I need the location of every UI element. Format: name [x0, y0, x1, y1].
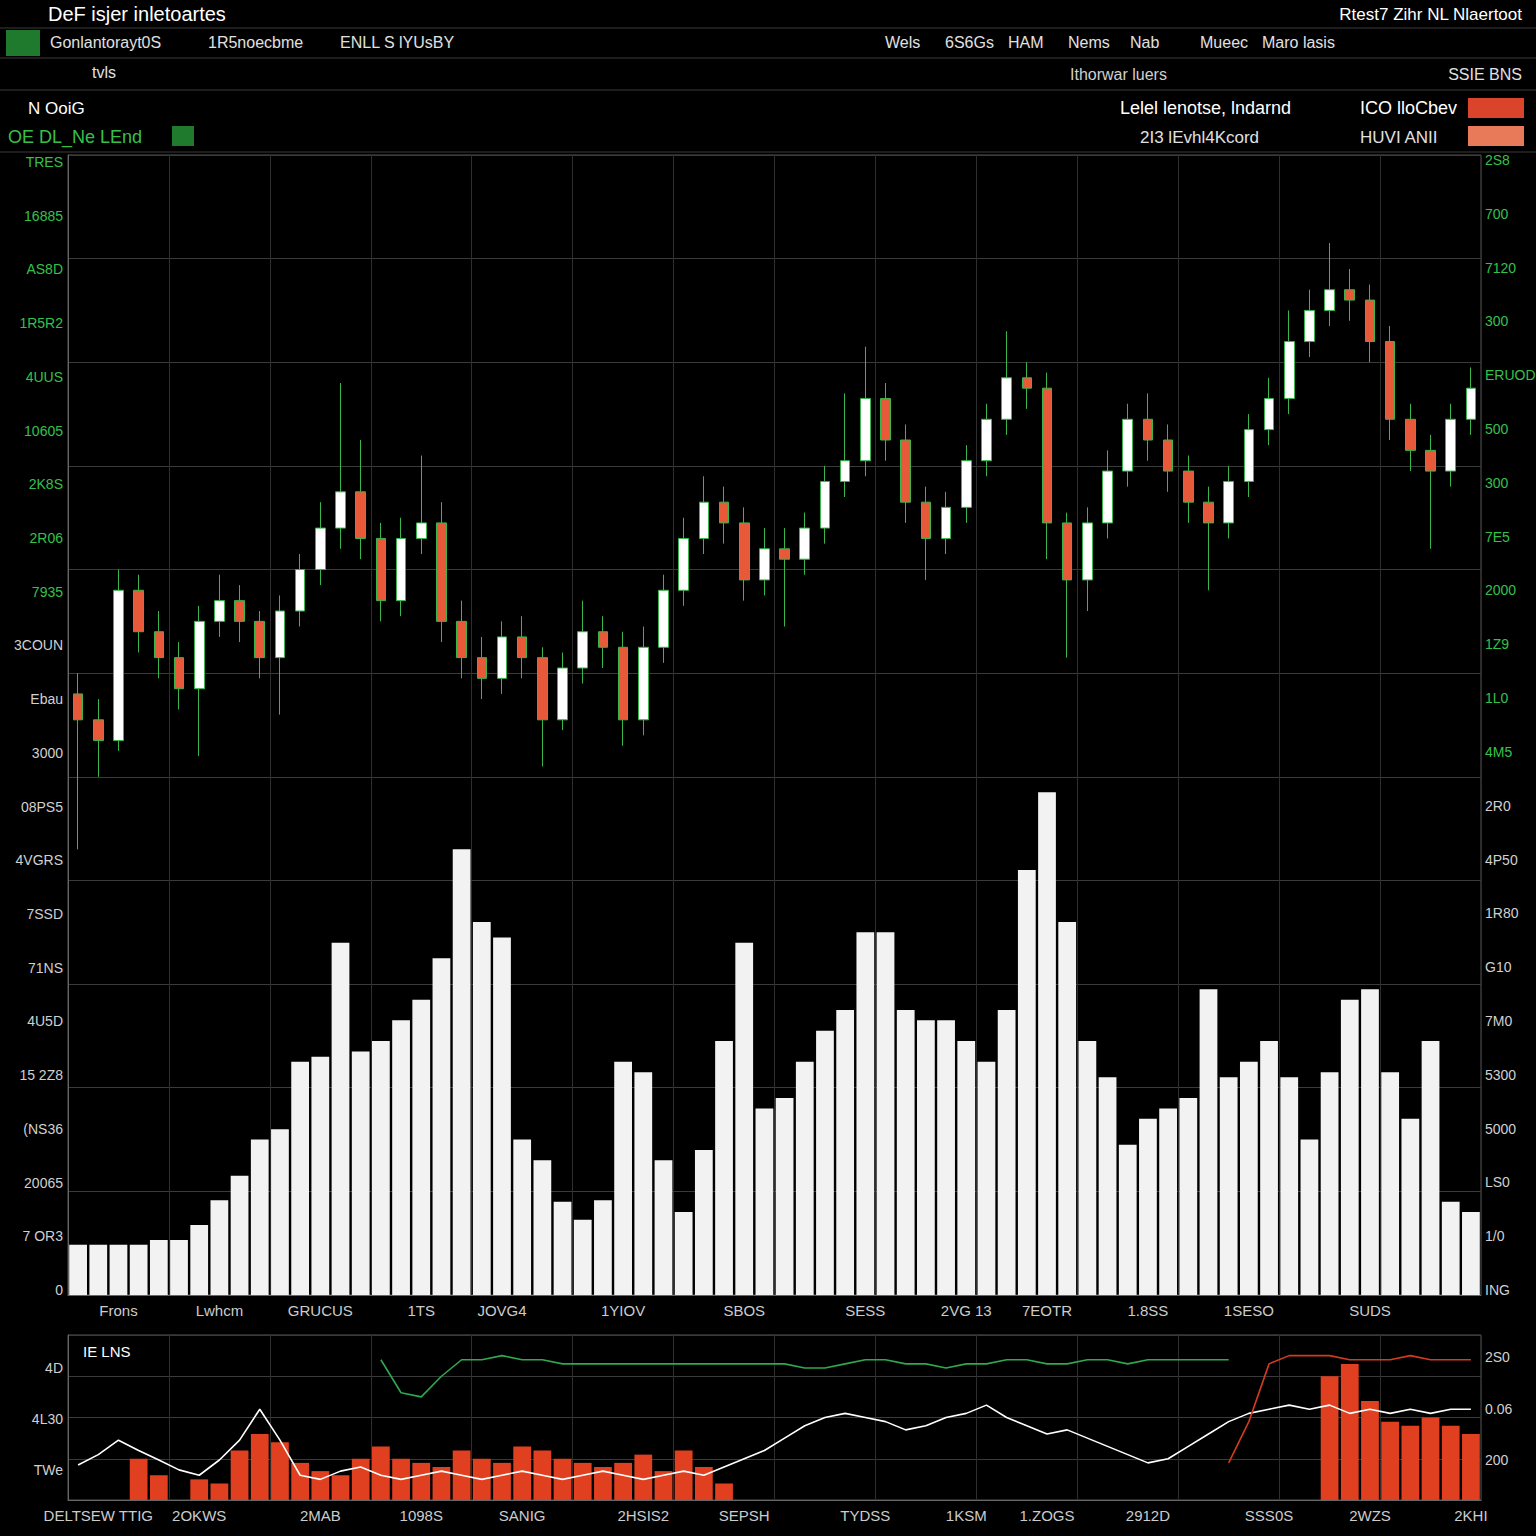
svg-text:2S8: 2S8	[1485, 152, 1510, 168]
svg-text:SBOS: SBOS	[723, 1302, 765, 1319]
svg-text:700: 700	[1485, 206, 1509, 222]
svg-text:LS0: LS0	[1485, 1174, 1510, 1190]
svg-text:08PS5: 08PS5	[21, 799, 63, 815]
svg-text:1Z9: 1Z9	[1485, 636, 1509, 652]
svg-text:5300: 5300	[1485, 1067, 1516, 1083]
svg-text:1YIOV: 1YIOV	[601, 1302, 645, 1319]
svg-text:2R06: 2R06	[30, 530, 64, 546]
svg-text:7M0: 7M0	[1485, 1013, 1512, 1029]
svg-text:1R5noecbme: 1R5noecbme	[208, 34, 303, 51]
svg-text:Ithorwar luers: Ithorwar luers	[1070, 66, 1167, 83]
svg-text:4UUS: 4UUS	[26, 369, 63, 385]
svg-text:2K8S: 2K8S	[29, 476, 63, 492]
svg-text:16885: 16885	[24, 208, 63, 224]
svg-text:GRUCUS: GRUCUS	[288, 1302, 353, 1319]
svg-text:7935: 7935	[32, 584, 63, 600]
svg-text:0.06: 0.06	[1485, 1401, 1512, 1417]
svg-text:Maro lasis: Maro lasis	[1262, 34, 1335, 51]
svg-text:JOVG4: JOVG4	[477, 1302, 526, 1319]
svg-text:7E5: 7E5	[1485, 529, 1510, 545]
svg-text:Wels: Wels	[885, 34, 920, 51]
svg-text:TWe: TWe	[34, 1462, 64, 1478]
svg-text:2I3 lEvhl4Kcord: 2I3 lEvhl4Kcord	[1140, 128, 1259, 147]
svg-text:2S0: 2S0	[1485, 1349, 1510, 1365]
svg-text:3COUN: 3COUN	[14, 637, 63, 653]
svg-text:10605: 10605	[24, 423, 63, 439]
svg-text:5000: 5000	[1485, 1121, 1516, 1137]
svg-text:2KHI: 2KHI	[1454, 1507, 1487, 1524]
svg-text:6S6Gs: 6S6Gs	[945, 34, 994, 51]
svg-text:300: 300	[1485, 313, 1509, 329]
svg-text:1KSM: 1KSM	[946, 1507, 987, 1524]
svg-text:Frons: Frons	[99, 1302, 137, 1319]
svg-text:Nems: Nems	[1068, 34, 1110, 51]
svg-text:4D: 4D	[45, 1360, 63, 1376]
svg-text:1/0: 1/0	[1485, 1228, 1505, 1244]
svg-text:1.8SS: 1.8SS	[1127, 1302, 1168, 1319]
svg-text:1.ZOGS: 1.ZOGS	[1019, 1507, 1074, 1524]
svg-text:HAM: HAM	[1008, 34, 1044, 51]
svg-text:2912D: 2912D	[1126, 1507, 1170, 1524]
svg-text:200: 200	[1485, 1452, 1509, 1468]
svg-text:Nab: Nab	[1130, 34, 1159, 51]
svg-text:SUDS: SUDS	[1349, 1302, 1391, 1319]
svg-text:Mueec: Mueec	[1200, 34, 1248, 51]
svg-text:2000: 2000	[1485, 582, 1516, 598]
svg-text:TRES: TRES	[26, 154, 63, 170]
svg-text:Gonlantorayt0S: Gonlantorayt0S	[50, 34, 161, 51]
svg-text:71NS: 71NS	[28, 960, 63, 976]
svg-text:DELTSEW TTIG: DELTSEW TTIG	[44, 1507, 153, 1524]
svg-text:4P50: 4P50	[1485, 852, 1518, 868]
svg-text:SESS: SESS	[845, 1302, 885, 1319]
svg-text:AS8D: AS8D	[26, 261, 63, 277]
svg-text:1R80: 1R80	[1485, 905, 1519, 921]
svg-text:2HSIS2: 2HSIS2	[617, 1507, 669, 1524]
svg-text:G10: G10	[1485, 959, 1512, 975]
svg-text:500: 500	[1485, 421, 1509, 437]
svg-text:300: 300	[1485, 475, 1509, 491]
svg-text:1R5R2: 1R5R2	[19, 315, 63, 331]
svg-text:4M5: 4M5	[1485, 744, 1512, 760]
svg-text:(NS36: (NS36	[23, 1121, 63, 1137]
svg-text:Lelel lenotse, lndarnd: Lelel lenotse, lndarnd	[1120, 98, 1291, 118]
svg-text:7EOTR: 7EOTR	[1022, 1302, 1072, 1319]
svg-text:4VGRS: 4VGRS	[16, 852, 63, 868]
svg-text:3000: 3000	[32, 745, 63, 761]
svg-text:ENLL S lYUsBY: ENLL S lYUsBY	[340, 34, 454, 51]
svg-text:4U5D: 4U5D	[27, 1013, 63, 1029]
svg-text:SEPSH: SEPSH	[719, 1507, 770, 1524]
svg-text:SANIG: SANIG	[499, 1507, 546, 1524]
svg-text:7120: 7120	[1485, 260, 1516, 276]
svg-text:15 2Z8: 15 2Z8	[19, 1067, 63, 1083]
svg-text:N OoiG: N OoiG	[28, 99, 85, 118]
svg-text:tvls: tvls	[92, 64, 116, 81]
svg-text:Ebau: Ebau	[30, 691, 63, 707]
svg-text:Rtest7 Zihr NL Nlaertoot: Rtest7 Zihr NL Nlaertoot	[1339, 5, 1522, 24]
svg-text:IE LNS: IE LNS	[83, 1343, 131, 1360]
svg-text:2OKWS: 2OKWS	[172, 1507, 226, 1524]
svg-text:20065: 20065	[24, 1175, 63, 1191]
svg-text:ERUOD: ERUOD	[1485, 367, 1536, 383]
svg-text:Lwhcm: Lwhcm	[196, 1302, 244, 1319]
svg-text:0: 0	[55, 1282, 63, 1298]
svg-text:SSIE BNS: SSIE BNS	[1448, 66, 1522, 83]
svg-text:2VG 13: 2VG 13	[941, 1302, 992, 1319]
svg-text:1TS: 1TS	[407, 1302, 435, 1319]
svg-text:7 OR3: 7 OR3	[23, 1228, 64, 1244]
svg-text:7SSD: 7SSD	[26, 906, 63, 922]
svg-text:2WZS: 2WZS	[1349, 1507, 1391, 1524]
svg-text:2MAB: 2MAB	[300, 1507, 341, 1524]
svg-text:ICO lloCbev: ICO lloCbev	[1360, 98, 1457, 118]
svg-text:ING: ING	[1485, 1282, 1510, 1298]
svg-text:DeF isjer inletoartes: DeF isjer inletoartes	[48, 3, 226, 25]
svg-text:OE DL_Ne LEnd: OE DL_Ne LEnd	[8, 127, 142, 148]
svg-text:SSS0S: SSS0S	[1245, 1507, 1293, 1524]
svg-text:HUVI ANII: HUVI ANII	[1360, 128, 1437, 147]
svg-text:1L0: 1L0	[1485, 690, 1509, 706]
svg-text:1SESO: 1SESO	[1224, 1302, 1274, 1319]
svg-text:4L30: 4L30	[32, 1411, 63, 1427]
svg-text:TYDSS: TYDSS	[840, 1507, 890, 1524]
svg-text:2R0: 2R0	[1485, 798, 1511, 814]
svg-text:1098S: 1098S	[400, 1507, 443, 1524]
